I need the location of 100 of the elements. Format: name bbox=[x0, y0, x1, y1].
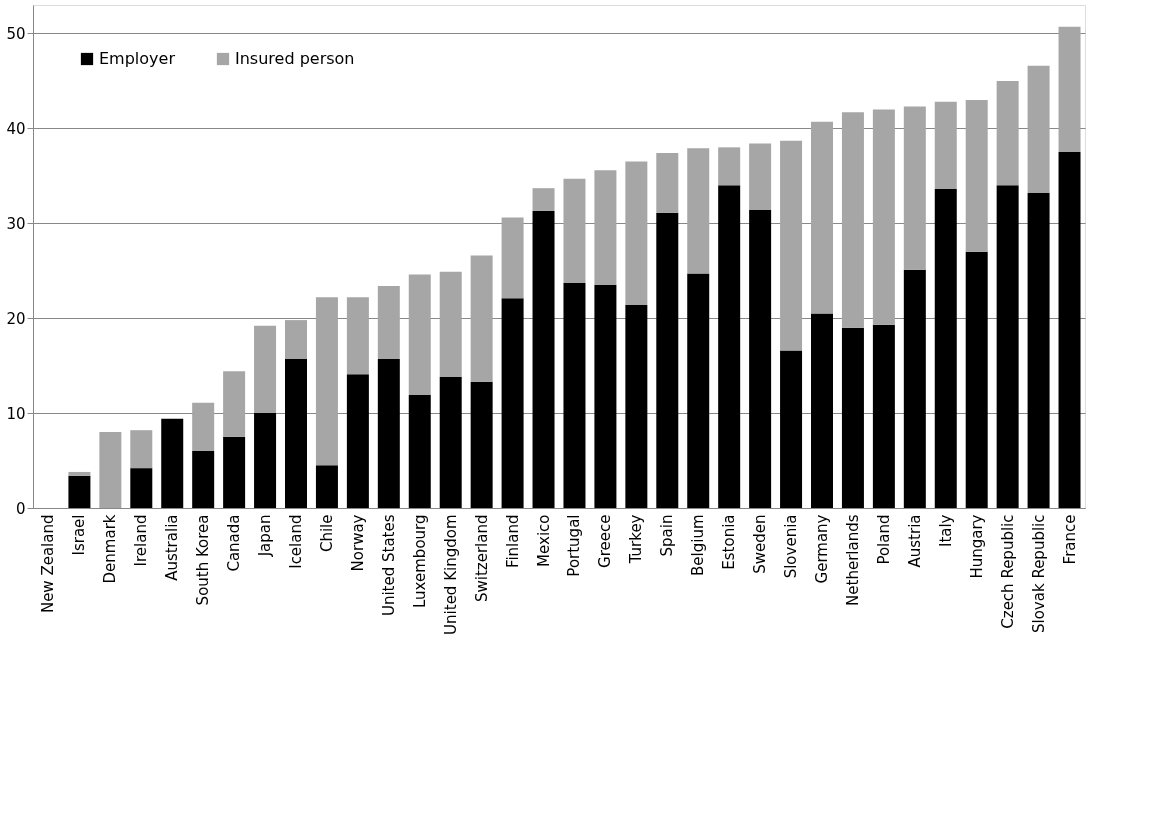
bar bbox=[254, 413, 277, 508]
x-tick-label: New Zealand bbox=[39, 514, 58, 614]
bar bbox=[903, 269, 926, 508]
x-tick-label: France bbox=[1060, 514, 1079, 565]
bar bbox=[501, 217, 524, 299]
y-tick-label: 50 bbox=[6, 24, 26, 43]
x-tick-label: Mexico bbox=[534, 514, 553, 567]
bar bbox=[563, 178, 586, 284]
bar bbox=[718, 147, 741, 186]
x-tick-label: Greece bbox=[596, 514, 615, 568]
x-tick-label: Spain bbox=[658, 514, 677, 557]
x-tick-label: Slovenia bbox=[782, 514, 801, 579]
bar bbox=[903, 106, 926, 270]
bar bbox=[656, 212, 679, 508]
y-tick-label: 30 bbox=[6, 214, 26, 233]
bar bbox=[439, 271, 462, 378]
bar bbox=[408, 395, 431, 508]
bar bbox=[377, 359, 400, 508]
bar bbox=[811, 313, 833, 508]
x-tick-label: Luxembourg bbox=[410, 514, 429, 608]
bar bbox=[594, 284, 617, 508]
bar bbox=[996, 80, 1019, 186]
bar bbox=[1027, 65, 1050, 193]
bar bbox=[408, 274, 431, 396]
bar bbox=[315, 465, 338, 508]
x-tick-label: Estonia bbox=[720, 514, 739, 570]
bar bbox=[872, 109, 895, 325]
legend-label: Insured person bbox=[235, 49, 355, 68]
x-tick-label: Sweden bbox=[751, 514, 770, 574]
bar bbox=[872, 324, 895, 508]
x-tick-label: Portugal bbox=[565, 514, 584, 577]
bar bbox=[192, 402, 215, 452]
x-tick-label: Chile bbox=[317, 514, 336, 553]
x-tick-label: Belgium bbox=[689, 514, 708, 576]
bar bbox=[934, 189, 957, 508]
x-tick-label: Canada bbox=[225, 514, 244, 572]
x-tick-label: Italy bbox=[936, 514, 955, 548]
bar bbox=[254, 325, 277, 414]
bar bbox=[99, 432, 122, 508]
bar bbox=[532, 188, 555, 211]
bar bbox=[594, 170, 617, 285]
bar bbox=[130, 468, 153, 508]
bar bbox=[965, 251, 988, 508]
x-tick-label: Iceland bbox=[287, 514, 305, 569]
x-tick-label: Israel bbox=[70, 514, 89, 556]
x-tick-label: Japan bbox=[256, 514, 275, 558]
bar bbox=[563, 283, 586, 508]
bar bbox=[377, 285, 400, 359]
bar bbox=[192, 451, 215, 508]
bar bbox=[811, 121, 833, 314]
bar bbox=[934, 101, 957, 190]
x-tick-label: Switzerland bbox=[472, 514, 491, 602]
bar bbox=[687, 273, 710, 508]
bar bbox=[1058, 152, 1081, 508]
bar bbox=[130, 430, 153, 469]
y-tick-label: 0 bbox=[15, 499, 26, 518]
bar bbox=[841, 112, 864, 328]
x-tick-label: Finland bbox=[503, 514, 522, 569]
bar bbox=[1027, 192, 1050, 508]
y-tick-label: 10 bbox=[6, 404, 26, 423]
bar bbox=[625, 161, 648, 305]
bar bbox=[501, 298, 524, 508]
x-tick-label: Austria bbox=[905, 514, 924, 568]
bar bbox=[1058, 26, 1081, 153]
x-tick-label: Turkey bbox=[627, 514, 646, 565]
bar bbox=[470, 255, 493, 382]
bar bbox=[841, 327, 864, 508]
x-tick-label: Slovak Republic bbox=[1029, 514, 1048, 633]
bar bbox=[532, 210, 555, 508]
bar bbox=[439, 377, 462, 508]
x-tick-label: South Korea bbox=[194, 514, 213, 606]
x-tick-label: Netherlands bbox=[843, 514, 862, 606]
bar bbox=[749, 210, 772, 508]
bar bbox=[749, 143, 772, 210]
x-tick-label: Germany bbox=[813, 514, 831, 584]
x-tick-label: Czech Republic bbox=[998, 514, 1017, 629]
bar bbox=[780, 140, 803, 351]
bar bbox=[346, 374, 369, 508]
bar bbox=[718, 185, 741, 508]
bar bbox=[161, 418, 184, 508]
bar bbox=[285, 359, 307, 508]
x-tick-label: Ireland bbox=[132, 514, 151, 567]
bar bbox=[470, 381, 493, 508]
x-tick-label: Denmark bbox=[101, 514, 120, 584]
bar bbox=[68, 475, 91, 508]
y-tick-label: 40 bbox=[6, 119, 26, 138]
bar bbox=[223, 371, 246, 437]
x-tick-label: Australia bbox=[163, 514, 182, 581]
bar bbox=[996, 185, 1019, 508]
y-tick-label: 20 bbox=[6, 309, 26, 328]
x-tick-label: Norway bbox=[348, 514, 367, 572]
bar bbox=[625, 304, 648, 508]
bar bbox=[965, 99, 988, 252]
bar bbox=[346, 297, 369, 375]
bar bbox=[687, 148, 710, 274]
bar bbox=[656, 153, 679, 213]
x-tick-label: United Kingdom bbox=[441, 514, 460, 635]
bar bbox=[315, 297, 338, 466]
x-tick-label: United States bbox=[379, 514, 398, 617]
bar bbox=[68, 471, 91, 476]
